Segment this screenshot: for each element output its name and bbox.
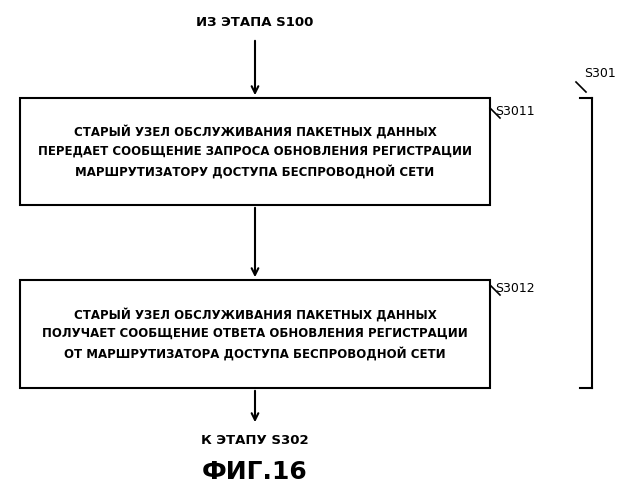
Text: СТАРЫЙ УЗЕЛ ОБСЛУЖИВАНИЯ ПАКЕТНЫХ ДАННЫХ
ПОЛУЧАЕТ СООБЩЕНИЕ ОТВЕТА ОБНОВЛЕНИЯ РЕ: СТАРЫЙ УЗЕЛ ОБСЛУЖИВАНИЯ ПАКЕТНЫХ ДАННЫХ… [42, 308, 468, 360]
Text: ФИГ.16: ФИГ.16 [202, 460, 308, 484]
Bar [20, 98, 490, 205]
Text: S301: S301 [584, 67, 616, 80]
Text: ИЗ ЭТАПА S100: ИЗ ЭТАПА S100 [196, 16, 314, 28]
Text: S3012: S3012 [495, 282, 534, 295]
Text: S3011: S3011 [495, 105, 534, 118]
Text: К ЭТАПУ S302: К ЭТАПУ S302 [201, 434, 309, 446]
Bar [20, 280, 490, 388]
Text: СТАРЫЙ УЗЕЛ ОБСЛУЖИВАНИЯ ПАКЕТНЫХ ДАННЫХ
ПЕРЕДАЕТ СООБЩЕНИЕ ЗАПРОСА ОБНОВЛЕНИЯ Р: СТАРЫЙ УЗЕЛ ОБСЛУЖИВАНИЯ ПАКЕТНЫХ ДАННЫХ… [38, 125, 472, 178]
